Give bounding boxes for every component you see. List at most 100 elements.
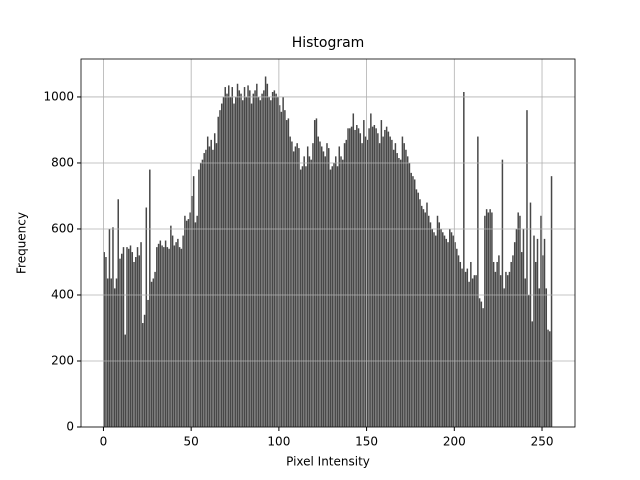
bar (378, 143, 381, 427)
bar (468, 281, 470, 427)
bar (482, 308, 484, 427)
bar (206, 136, 209, 427)
chart-title: Histogram (292, 35, 365, 51)
bar (326, 143, 328, 427)
bar (461, 268, 463, 427)
bar (403, 143, 405, 427)
x-tick-label: 100 (267, 435, 290, 449)
bar (436, 215, 439, 427)
bar (377, 133, 379, 428)
bar (543, 238, 546, 427)
bar (133, 261, 135, 427)
bar (412, 176, 414, 427)
bar (396, 153, 398, 427)
bar (435, 235, 437, 427)
bar (473, 275, 476, 427)
y-tick-label: 800 (51, 155, 74, 169)
x-tick-label: 150 (355, 435, 378, 449)
bar (422, 209, 425, 427)
bar (231, 87, 234, 428)
bar (324, 156, 326, 428)
bar (122, 247, 125, 427)
bar (268, 96, 270, 428)
bar (466, 268, 469, 427)
bar (161, 245, 163, 427)
bar (159, 240, 162, 427)
bar (354, 129, 356, 427)
bar (257, 96, 260, 428)
plot-frame (80, 58, 576, 428)
bar (359, 133, 362, 428)
bar (292, 151, 295, 428)
bar (340, 156, 342, 428)
bar (124, 334, 126, 427)
bar (366, 139, 369, 427)
bar (420, 205, 423, 427)
bar (261, 93, 263, 427)
bar (270, 100, 272, 427)
bar (277, 96, 279, 428)
bar (180, 248, 183, 427)
bar (387, 131, 390, 427)
bar (228, 85, 230, 427)
bar (373, 125, 376, 427)
bar (147, 299, 149, 427)
x-axis-label: Pixel Intensity (286, 455, 370, 469)
bar (213, 133, 216, 428)
bar (273, 90, 276, 428)
bar (264, 76, 267, 428)
bar (535, 261, 537, 427)
bar (301, 166, 304, 427)
bar (142, 323, 144, 427)
bar (356, 125, 358, 427)
bar (445, 238, 448, 427)
bar (136, 247, 139, 427)
bar (247, 85, 249, 427)
bar (129, 245, 132, 427)
y-tick-label: 1000 (43, 89, 74, 103)
bar (164, 240, 167, 427)
bar (108, 228, 111, 427)
bar (319, 141, 321, 427)
bar (540, 215, 542, 427)
bar (296, 143, 298, 427)
bar (154, 271, 156, 427)
bar (320, 146, 323, 427)
bar (128, 248, 130, 427)
bar (163, 247, 165, 427)
bar (224, 87, 226, 428)
x-tick-label: 50 (184, 435, 199, 449)
bar (515, 228, 518, 427)
bar (550, 176, 553, 427)
bar (135, 257, 137, 427)
bar (191, 195, 193, 427)
bar (171, 235, 174, 427)
bar (506, 275, 509, 427)
bar (305, 166, 307, 427)
bar (331, 166, 333, 427)
bar (449, 228, 451, 427)
bar (471, 278, 474, 427)
bar (106, 278, 109, 427)
bar (426, 202, 428, 427)
bar (173, 245, 176, 427)
bar (306, 146, 309, 427)
bar (196, 215, 198, 427)
bar (308, 156, 311, 428)
bar (419, 199, 421, 427)
bar (519, 215, 521, 427)
bar (336, 166, 339, 427)
bar (520, 252, 523, 427)
bar (329, 169, 332, 428)
bar (156, 247, 158, 427)
bar (249, 90, 251, 428)
bar (113, 288, 116, 427)
bar (452, 235, 455, 427)
bar (315, 118, 318, 427)
bar (263, 90, 265, 428)
bar (168, 248, 170, 427)
bar (187, 219, 190, 427)
bar (368, 128, 370, 427)
bar (226, 93, 228, 427)
y-tick-label: 600 (51, 221, 74, 235)
